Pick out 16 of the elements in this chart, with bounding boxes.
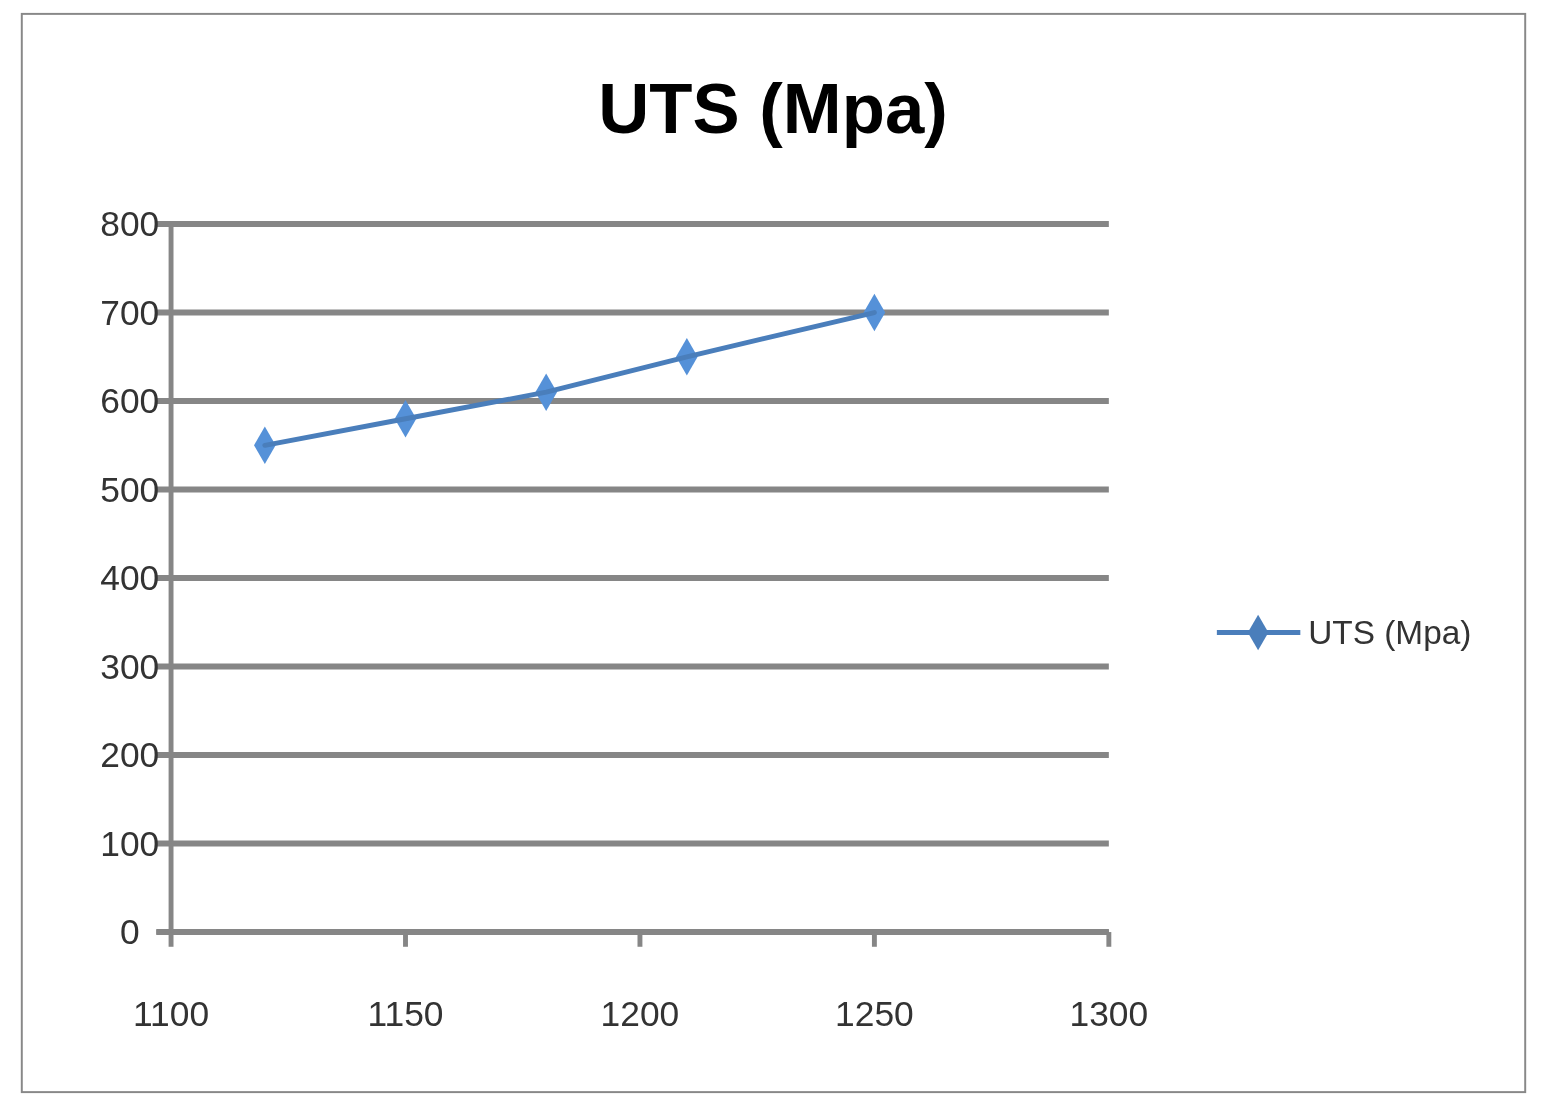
x-tick-label: 1300 [1069,994,1149,1034]
y-tick-label: 400 [100,558,160,598]
y-tick-label: 300 [100,646,160,686]
y-tick-label: 500 [100,469,160,509]
chart-title: UTS (Mpa) [598,68,948,148]
legend-label: UTS (Mpa) [1308,614,1472,652]
y-tick-label: 200 [100,735,160,775]
y-tick-label: 700 [100,292,160,332]
x-tick-label: 1100 [133,994,210,1034]
y-tick-label: 0 [119,912,140,952]
y-tick-label: 100 [100,823,160,863]
y-tick-label: 800 [100,204,160,244]
x-tick-label: 1200 [600,994,680,1034]
x-tick-label: 1250 [835,994,914,1034]
y-tick-label: 600 [100,381,160,421]
x-tick-label: 1150 [367,994,444,1034]
